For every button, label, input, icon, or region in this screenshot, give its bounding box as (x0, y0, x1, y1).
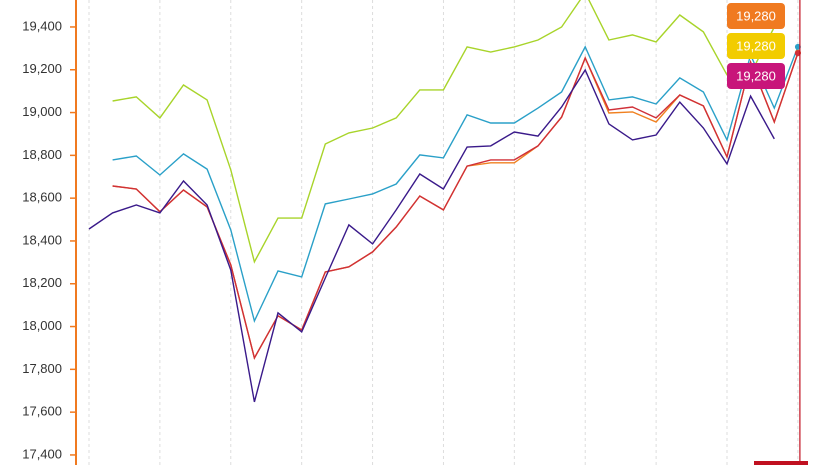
series-line (112, 52, 799, 360)
y-tick-label: 18,000 (22, 318, 62, 333)
series-line (112, 0, 775, 264)
tag-label: 19,280 (736, 8, 776, 23)
tag-box (727, 63, 785, 89)
y-tick-label: 19,000 (22, 104, 62, 119)
tag-label: 19,280 (736, 68, 776, 83)
y-tick-label: 19,200 (22, 61, 62, 76)
tag-box (727, 33, 785, 59)
series-line (112, 52, 799, 360)
tag: 19,280 (727, 63, 785, 89)
tag: 19,280 (727, 3, 785, 29)
y-tick-label: 17,400 (22, 446, 62, 461)
tag-box (727, 3, 785, 29)
y-tick-label: 18,200 (22, 275, 62, 290)
y-tick-label: 17,600 (22, 404, 62, 419)
y-tick-label: 19,400 (22, 18, 62, 33)
tag-label: 19,280 (736, 38, 776, 53)
y-tick-label: 18,600 (22, 190, 62, 205)
y-tick-label: 18,800 (22, 147, 62, 162)
tag: 19,280 (727, 33, 785, 59)
y-tick-label: 17,800 (22, 361, 62, 376)
crosshair-foot (754, 461, 808, 465)
series-line (88, 68, 775, 403)
y-tick-label: 18,400 (22, 232, 62, 247)
series-line (112, 45, 799, 324)
